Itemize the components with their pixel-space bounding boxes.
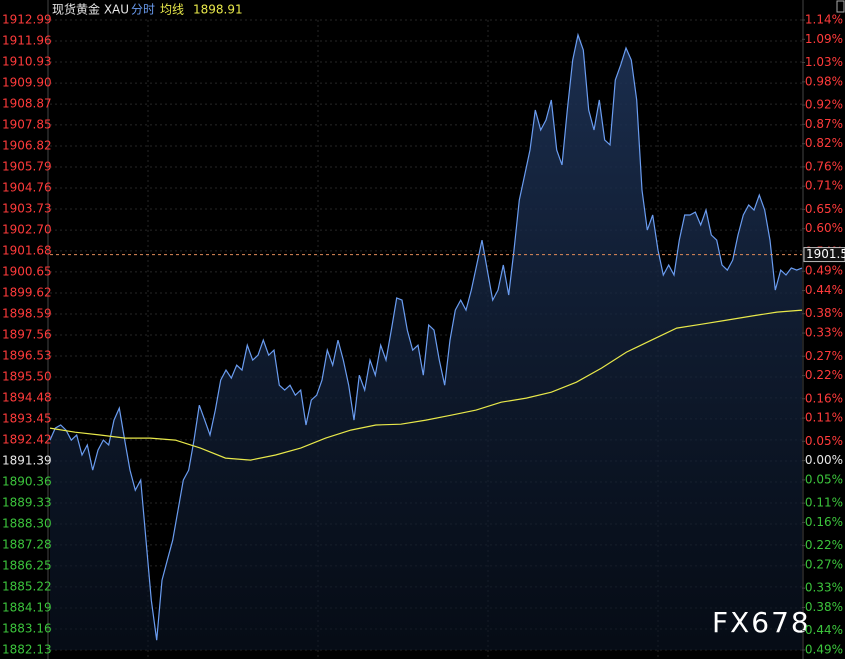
y2-tick-label: 0.22%	[805, 538, 843, 552]
y2-tick-label: 0.49%	[805, 264, 843, 278]
last-price-label: 1901.5	[806, 247, 845, 261]
y-tick-label: 1911.96	[2, 34, 52, 48]
y-tick-label: 1907.85	[2, 117, 52, 131]
y-tick-label: 1882.13	[2, 643, 52, 657]
y-tick-label: 1896.53	[2, 349, 52, 363]
series-line	[49, 32, 803, 641]
legend-entry: 分时	[131, 3, 155, 17]
y-tick-label: 1900.65	[2, 264, 52, 278]
y-tick-label: 1904.76	[2, 181, 52, 195]
y2-tick-label: 0.44%	[805, 623, 843, 637]
y-tick-label: 1906.82	[2, 138, 52, 152]
chart-title: 现货黄金 XAU	[52, 2, 129, 17]
y2-tick-label: 0.44%	[805, 283, 843, 297]
y2-tick-label: 0.16%	[805, 391, 843, 405]
y2-tick-label: 0.82%	[805, 136, 843, 150]
y-tick-label: 1901.68	[2, 243, 52, 257]
y2-tick-label: 0.05%	[805, 434, 843, 448]
y-tick-label: 1893.45	[2, 411, 52, 425]
last-price-box	[803, 247, 845, 263]
legend-entry: 均线	[160, 3, 184, 17]
y-tick-label: 1894.48	[2, 390, 52, 404]
y-tick-label: 1885.22	[2, 579, 52, 593]
y2-tick-label: 0.65%	[805, 202, 843, 216]
y2-tick-label: 1.14%	[805, 13, 843, 27]
y2-tick-label: 0.27%	[805, 349, 843, 363]
y-tick-label: 1902.70	[2, 223, 52, 237]
y-tick-label: 1889.33	[2, 496, 52, 510]
y2-tick-label: 0.05%	[805, 472, 843, 486]
y-tick-label: 1899.62	[2, 285, 52, 299]
y-tick-label: 1891.39	[2, 453, 52, 467]
y-tick-label: 1910.93	[2, 55, 52, 69]
watermark: FX678	[712, 606, 811, 639]
y2-tick-label: 1.09%	[805, 32, 843, 46]
y2-tick-label: 0.38%	[805, 306, 843, 320]
series-line	[49, 309, 803, 461]
y2-tick-label: 0.71%	[805, 179, 843, 193]
y-tick-label: 1903.73	[2, 202, 52, 216]
y2-tick-label: 1.03%	[805, 55, 843, 69]
y-tick-label: 1912.99	[2, 13, 52, 27]
price-area	[50, 34, 802, 650]
y-tick-label: 1892.42	[2, 432, 52, 446]
y2-tick-label: 0.22%	[805, 368, 843, 382]
y2-tick-label: 0.38%	[805, 600, 843, 614]
y2-tick-label: 0.76%	[805, 159, 843, 173]
latest-average: 1898.91	[193, 3, 243, 17]
y2-tick-label: 0.00%	[805, 453, 843, 467]
corner-icon[interactable]	[836, 0, 845, 13]
y-tick-label: 1887.28	[2, 537, 52, 551]
y-tick-label: 1883.16	[2, 621, 52, 635]
y2-tick-label: 0.11%	[805, 411, 843, 425]
y-tick-label: 1909.90	[2, 76, 52, 90]
y-tick-label: 1884.19	[2, 600, 52, 614]
y2-tick-label: 0.27%	[805, 557, 843, 571]
y2-tick-label: 0.16%	[805, 515, 843, 529]
y-tick-label: 1890.36	[2, 474, 52, 488]
y2-tick-label: 0.92%	[805, 98, 843, 112]
y2-tick-label: 0.87%	[805, 117, 843, 131]
y2-tick-label: 0.11%	[805, 496, 843, 510]
y-tick-label: 1897.56	[2, 328, 52, 342]
y2-tick-label: 0.33%	[805, 326, 843, 340]
y-tick-label: 1888.30	[2, 517, 52, 531]
y-tick-label: 1895.50	[2, 370, 52, 384]
y2-tick-label: 0.98%	[805, 74, 843, 88]
y2-tick-label: 0.49%	[805, 643, 843, 657]
y2-tick-label: 0.60%	[805, 221, 843, 235]
y-tick-label: 1908.87	[2, 97, 52, 111]
y-tick-label: 1886.25	[2, 558, 52, 572]
y-tick-label: 1898.59	[2, 306, 52, 320]
plot	[49, 19, 803, 651]
y-tick-label: 1905.79	[2, 159, 52, 173]
y2-tick-label: 0.33%	[805, 581, 843, 595]
